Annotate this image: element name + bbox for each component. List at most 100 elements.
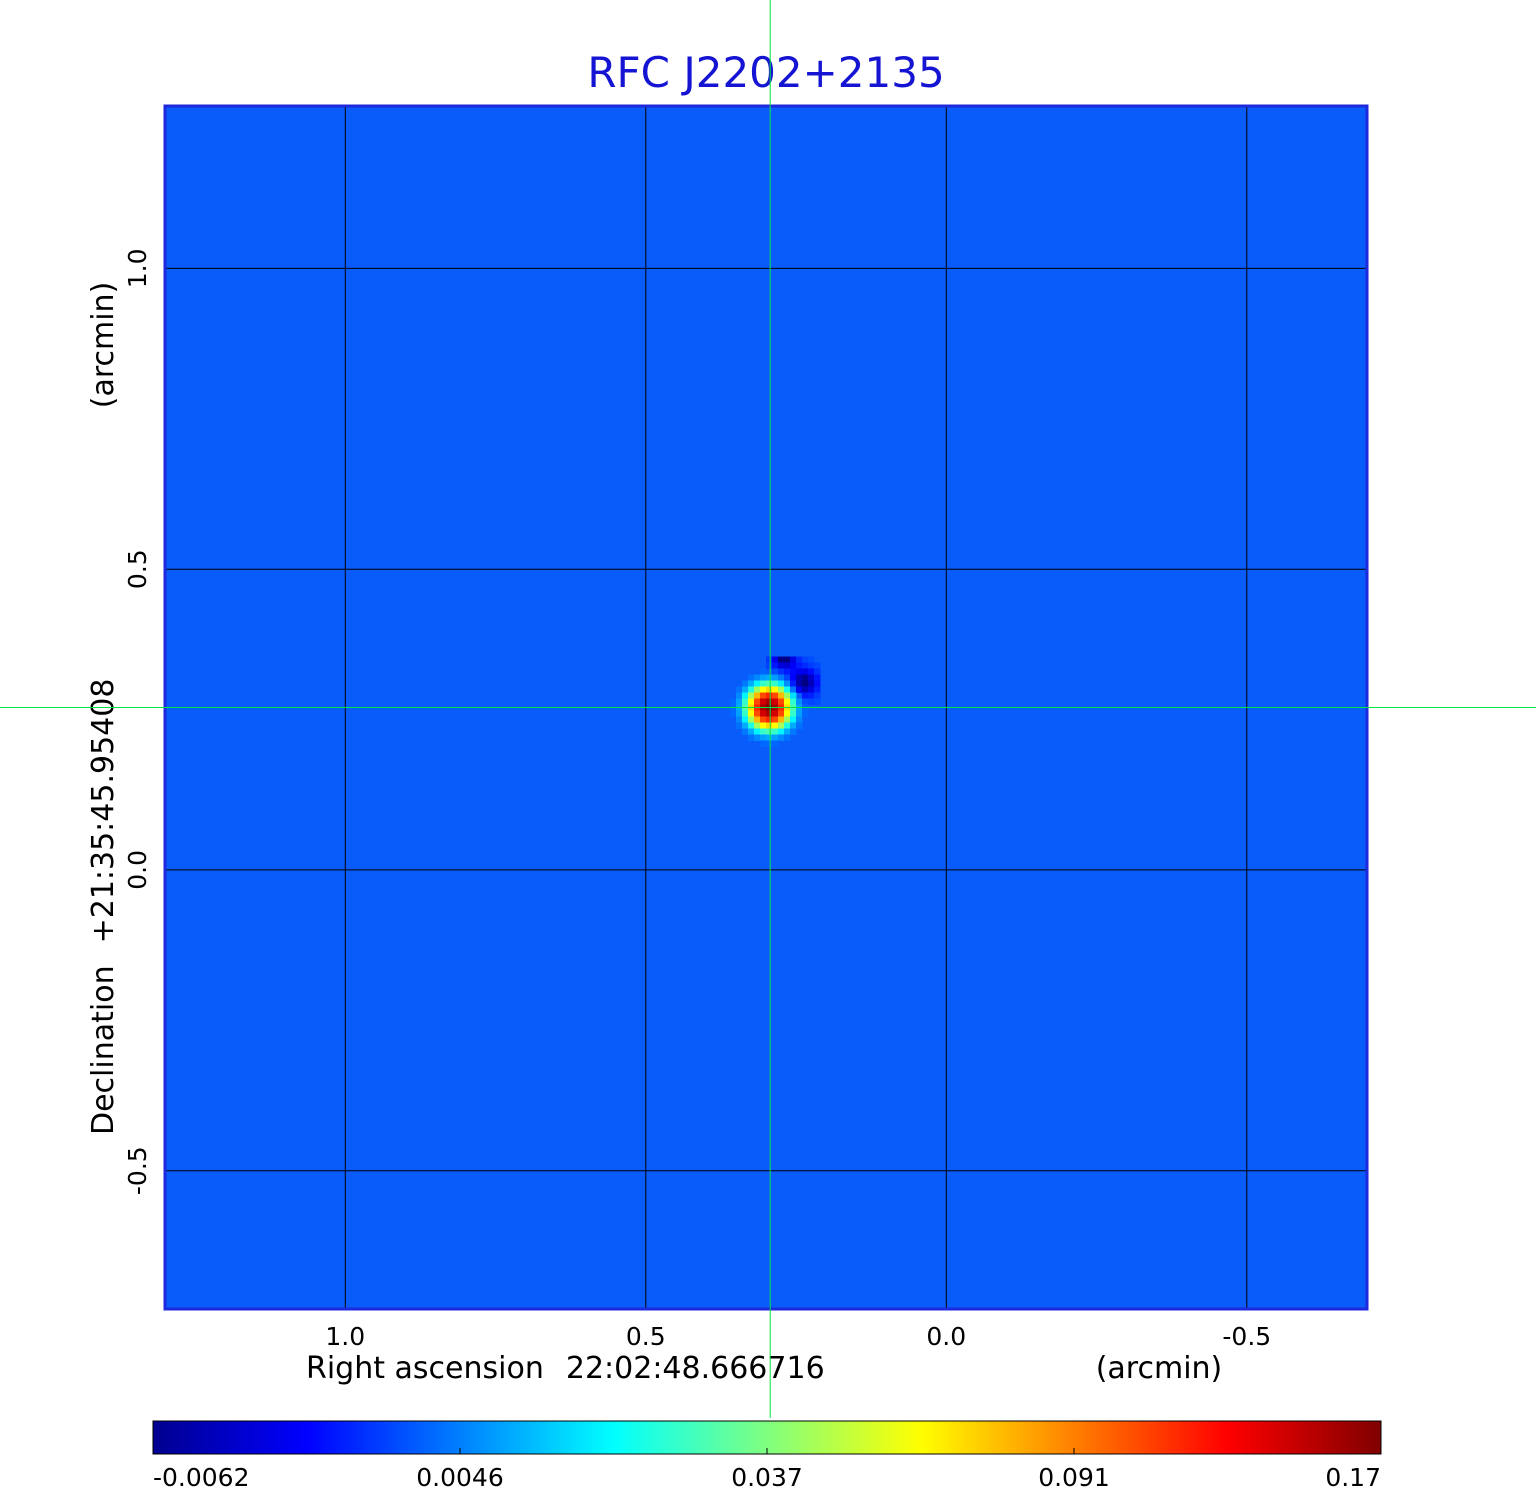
image-pixel [736, 686, 743, 693]
image-pixel [754, 674, 761, 681]
image-pixel [754, 722, 761, 729]
image-pixel [796, 722, 803, 729]
image-pixel [754, 716, 761, 723]
image-pixel [736, 722, 743, 729]
image-pixel [790, 722, 797, 729]
image-pixel [814, 668, 821, 675]
image-pixel [796, 716, 803, 723]
image-pixel [790, 728, 797, 735]
image-pixel [784, 734, 791, 741]
image-pixel [760, 734, 767, 741]
image-pixel [772, 710, 779, 717]
image-pixel [784, 716, 791, 723]
image-pixel [790, 686, 797, 693]
image-pixel [748, 722, 755, 729]
image-pixel [814, 698, 821, 705]
image-pixel [760, 686, 767, 693]
image-pixel [760, 728, 767, 735]
y-axis-label: Declination +21:35:45.95408 [86, 679, 121, 1135]
image-pixel [802, 662, 809, 669]
image-pixel [748, 680, 755, 687]
image-pixel [754, 686, 761, 693]
chart-title: RFC J2202+2135 [587, 48, 944, 97]
image-pixel [802, 686, 809, 693]
image-pixel [790, 710, 797, 717]
image-pixel [784, 692, 791, 699]
image-pixel [790, 698, 797, 705]
image-pixel [760, 740, 767, 747]
image-pixel [796, 698, 803, 705]
image-pixel [748, 734, 755, 741]
image-pixel [742, 692, 749, 699]
x-tick-label: 0.5 [626, 1322, 666, 1351]
y-tick-label: 0.0 [123, 850, 152, 890]
image-pixel [814, 674, 821, 681]
image-pixel [784, 674, 791, 681]
image-pixel [748, 716, 755, 723]
image-pixel [766, 656, 773, 663]
image-pixel [766, 728, 773, 735]
image-pixel [760, 698, 767, 705]
image-pixel [802, 656, 809, 663]
image-pixel [760, 722, 767, 729]
image-pixel [808, 698, 815, 705]
image-pixel [748, 692, 755, 699]
image-pixel [742, 710, 749, 717]
image-pixel [760, 710, 767, 717]
image-pixel [778, 728, 785, 735]
image-pixel [790, 692, 797, 699]
image-pixel [742, 686, 749, 693]
image-pixel [754, 680, 761, 687]
image-pixel [808, 674, 815, 681]
image-pixel [796, 710, 803, 717]
colorbar-label: 0.037 [731, 1463, 803, 1492]
y-tick-label: 1.0 [123, 249, 152, 289]
image-pixel [778, 680, 785, 687]
image-pixel [748, 698, 755, 705]
image-pixel [796, 668, 803, 675]
y-axis-unit: (arcmin) [86, 282, 121, 409]
image-pixel [742, 716, 749, 723]
image-pixel [802, 680, 809, 687]
image-pixel [814, 686, 821, 693]
image-pixel [802, 668, 809, 675]
image-pixel [814, 692, 821, 699]
image-pixel [796, 656, 803, 663]
image-pixel [784, 698, 791, 705]
image-pixel [736, 716, 743, 723]
image-pixel [778, 710, 785, 717]
image-pixel [796, 662, 803, 669]
image-pixel [772, 668, 779, 675]
crosshair [0, 0, 1536, 1418]
image-pixel [766, 740, 773, 747]
image-pixel [784, 728, 791, 735]
image-pixel [766, 674, 773, 681]
image-pixel [766, 680, 773, 687]
image-pixel [748, 728, 755, 735]
image-pixel [766, 692, 773, 699]
x-tick-label: 1.0 [325, 1322, 365, 1351]
image-pixel [778, 698, 785, 705]
image-pixel [802, 698, 809, 705]
colorbar-ticks [152, 1448, 1382, 1454]
image-pixel [772, 734, 779, 741]
image-pixel [808, 680, 815, 687]
y-tick-label: -0.5 [123, 1146, 152, 1195]
image-pixel [808, 692, 815, 699]
image-pixel [772, 656, 779, 663]
image-pixel [766, 662, 773, 669]
image-pixel [778, 716, 785, 723]
image-pixel [790, 716, 797, 723]
y-tick-label: 0.5 [123, 549, 152, 589]
image-pixel [748, 710, 755, 717]
image-pixel [808, 656, 815, 663]
image-pixel [778, 668, 785, 675]
image-pixel [772, 692, 779, 699]
image-pixel [784, 656, 791, 663]
image-pixel [736, 710, 743, 717]
image-pixel [772, 722, 779, 729]
x-tick-label: 0.0 [926, 1322, 966, 1351]
image-pixel [772, 686, 779, 693]
colorbar-label: -0.0062 [153, 1463, 250, 1492]
